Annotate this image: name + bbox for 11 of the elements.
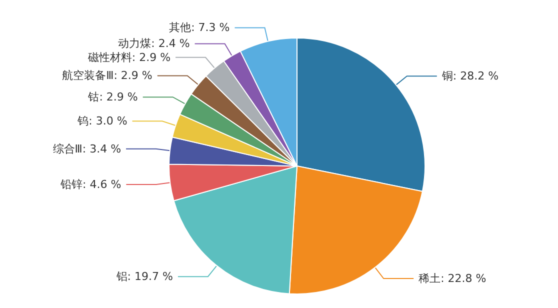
slice-label: 综合Ⅲ: 3.4 % <box>52 142 122 156</box>
slice-label: 动力煤: 2.4 % <box>118 37 190 50</box>
slice-label: 磁性材料: 2.9 % <box>86 50 171 64</box>
slice-label: 铅锌: 4.6 % <box>60 178 122 191</box>
slice-label: 铝: 19.7 % <box>115 270 173 284</box>
slice-label: 其他: 7.3 % <box>169 21 230 34</box>
slice-label: 钨: 3.0 % <box>76 114 128 128</box>
slice-label: 铜: 28.2 % <box>440 70 499 83</box>
slice-label: 钴: 2.9 % <box>87 90 138 104</box>
slice-label: 稀土: 22.8 % <box>418 272 486 286</box>
slice-label: 航空装备Ⅲ: 2.9 % <box>62 69 152 82</box>
